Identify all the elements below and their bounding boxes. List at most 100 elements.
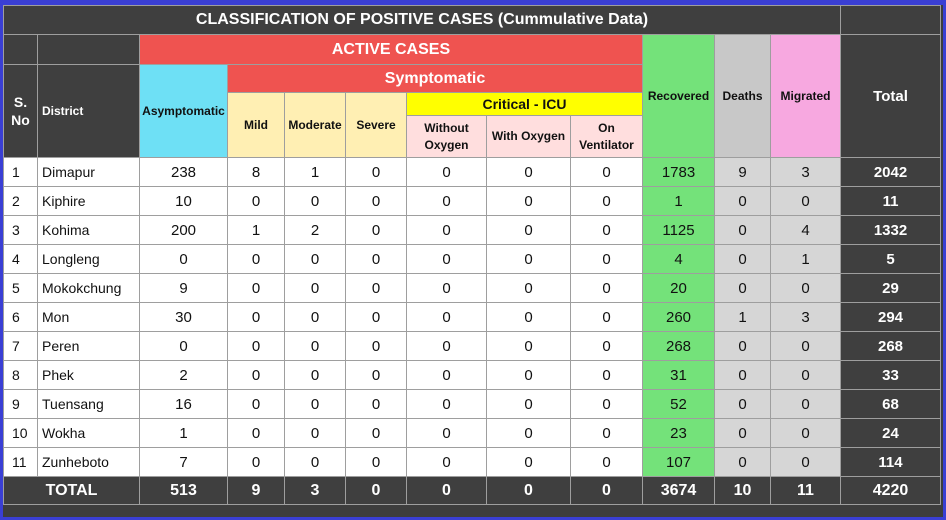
total-cell: 294 xyxy=(840,302,941,332)
without-oxygen-cell: 0 xyxy=(406,186,487,216)
total-total: 4220 xyxy=(840,476,941,505)
table-row: 10 Wokha 1 0 0 0 0 0 0 23 0 0 24 xyxy=(3,418,941,448)
on-ventilator-header: On Ventilator xyxy=(570,115,643,158)
recovered-cell: 52 xyxy=(642,389,715,419)
without-oxygen-cell: 0 xyxy=(406,447,487,477)
table-row: 2 Kiphire 10 0 0 0 0 0 0 1 0 0 11 xyxy=(3,186,941,216)
mild-cell: 1 xyxy=(227,215,285,245)
total-cell: 24 xyxy=(840,418,941,448)
on-ventilator-cell: 0 xyxy=(570,273,643,303)
total-cell: 5 xyxy=(840,244,941,274)
classification-table: CLASSIFICATION OF POSITIVE CASES (Cummul… xyxy=(3,5,941,505)
recovered-cell: 23 xyxy=(642,418,715,448)
on-ventilator-cell: 0 xyxy=(570,302,643,332)
with-oxygen-cell: 0 xyxy=(486,302,571,332)
district-cell: Tuensang xyxy=(37,389,140,419)
migrated-cell: 0 xyxy=(770,186,841,216)
severe-cell: 0 xyxy=(345,273,407,303)
recovered-cell: 4 xyxy=(642,244,715,274)
with-oxygen-cell: 0 xyxy=(486,273,571,303)
total-cell: 2042 xyxy=(840,157,941,187)
on-ventilator-cell: 0 xyxy=(570,447,643,477)
asymptomatic-cell: 30 xyxy=(139,302,228,332)
recovered-cell: 1 xyxy=(642,186,715,216)
on-ventilator-cell: 0 xyxy=(570,331,643,361)
moderate-cell: 0 xyxy=(284,244,346,274)
without-oxygen-cell: 0 xyxy=(406,418,487,448)
recovered-header: Recovered xyxy=(642,34,715,158)
table-row: 6 Mon 30 0 0 0 0 0 0 260 1 3 294 xyxy=(3,302,941,332)
blank-district xyxy=(37,34,140,65)
mild-cell: 0 xyxy=(227,447,285,477)
recovered-cell: 1783 xyxy=(642,157,715,187)
mild-cell: 0 xyxy=(227,302,285,332)
sno-cell: 6 xyxy=(3,302,38,332)
total-cell: 33 xyxy=(840,360,941,390)
moderate-cell: 0 xyxy=(284,302,346,332)
table-row: 1 Dimapur 238 8 1 0 0 0 0 1783 9 3 2042 xyxy=(3,157,941,187)
on-ventilator-cell: 0 xyxy=(570,157,643,187)
with-oxygen-cell: 0 xyxy=(486,418,571,448)
without-oxygen-cell: 0 xyxy=(406,331,487,361)
migrated-cell: 4 xyxy=(770,215,841,245)
severe-cell: 0 xyxy=(345,418,407,448)
sno-cell: 3 xyxy=(3,215,38,245)
migrated-cell: 0 xyxy=(770,418,841,448)
district-cell: Phek xyxy=(37,360,140,390)
migrated-header: Migrated xyxy=(770,34,841,158)
severe-header: Severe xyxy=(345,92,407,158)
district-cell: Dimapur xyxy=(37,157,140,187)
sno-cell: 10 xyxy=(3,418,38,448)
deaths-cell: 0 xyxy=(714,186,771,216)
severe-cell: 0 xyxy=(345,244,407,274)
total-row: TOTAL 513 9 3 0 0 0 0 3674 10 11 4220 xyxy=(3,476,941,505)
district-cell: Kiphire xyxy=(37,186,140,216)
mild-cell: 0 xyxy=(227,244,285,274)
sno-cell: 11 xyxy=(3,447,38,477)
recovered-cell: 20 xyxy=(642,273,715,303)
with-oxygen-cell: 0 xyxy=(486,157,571,187)
sno-cell: 4 xyxy=(3,244,38,274)
with-oxygen-total: 0 xyxy=(486,476,571,505)
mild-cell: 8 xyxy=(227,157,285,187)
deaths-total: 10 xyxy=(714,476,771,505)
mild-header: Mild xyxy=(227,92,285,158)
deaths-cell: 0 xyxy=(714,273,771,303)
district-cell: Mon xyxy=(37,302,140,332)
with-oxygen-cell: 0 xyxy=(486,447,571,477)
deaths-cell: 0 xyxy=(714,360,771,390)
migrated-cell: 0 xyxy=(770,331,841,361)
district-header: District xyxy=(37,64,140,158)
table-row: 11 Zunheboto 7 0 0 0 0 0 0 107 0 0 114 xyxy=(3,447,941,477)
with-oxygen-cell: 0 xyxy=(486,360,571,390)
moderate-cell: 0 xyxy=(284,447,346,477)
migrated-cell: 0 xyxy=(770,273,841,303)
mild-cell: 0 xyxy=(227,418,285,448)
table-row: 8 Phek 2 0 0 0 0 0 0 31 0 0 33 xyxy=(3,360,941,390)
table-row: 7 Peren 0 0 0 0 0 0 0 268 0 0 268 xyxy=(3,331,941,361)
recovered-cell: 107 xyxy=(642,447,715,477)
sno-cell: 8 xyxy=(3,360,38,390)
on-ventilator-cell: 0 xyxy=(570,244,643,274)
without-oxygen-cell: 0 xyxy=(406,215,487,245)
district-cell: Peren xyxy=(37,331,140,361)
table-row: 4 Longleng 0 0 0 0 0 0 0 4 0 1 5 xyxy=(3,244,941,274)
table-row: 5 Mokokchung 9 0 0 0 0 0 0 20 0 0 29 xyxy=(3,273,941,303)
deaths-cell: 0 xyxy=(714,244,771,274)
asymptomatic-cell: 0 xyxy=(139,244,228,274)
on-ventilator-cell: 0 xyxy=(570,186,643,216)
deaths-cell: 0 xyxy=(714,389,771,419)
migrated-cell: 0 xyxy=(770,389,841,419)
asymptomatic-header: Asymptomatic xyxy=(139,64,228,158)
total-cell: 68 xyxy=(840,389,941,419)
severe-cell: 0 xyxy=(345,215,407,245)
asymptomatic-cell: 200 xyxy=(139,215,228,245)
with-oxygen-cell: 0 xyxy=(486,331,571,361)
asymptomatic-cell: 0 xyxy=(139,331,228,361)
on-ventilator-cell: 0 xyxy=(570,360,643,390)
severe-cell: 0 xyxy=(345,389,407,419)
with-oxygen-header: With Oxygen xyxy=(486,115,571,158)
recovered-total: 3674 xyxy=(642,476,715,505)
recovered-cell: 268 xyxy=(642,331,715,361)
table-title: CLASSIFICATION OF POSITIVE CASES (Cummul… xyxy=(3,5,841,35)
